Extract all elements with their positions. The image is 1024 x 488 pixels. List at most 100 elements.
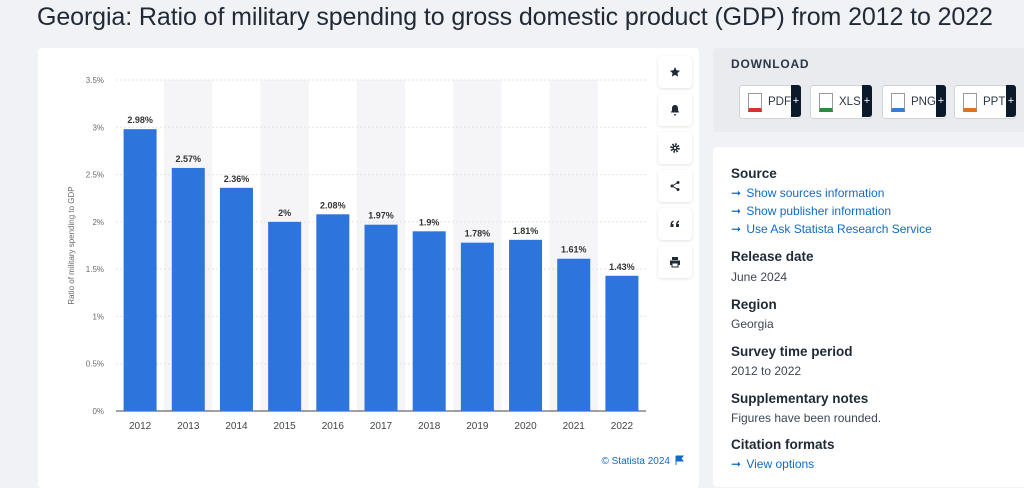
- download-title: DOWNLOAD: [731, 57, 810, 71]
- download-png-button[interactable]: PNG +: [882, 85, 946, 119]
- data-label-2018: 1.9%: [419, 217, 440, 227]
- y-tick-label: 3.5%: [86, 76, 104, 85]
- download-png-label: PNG: [911, 96, 936, 108]
- bar-2021: [557, 258, 591, 411]
- x-tick-label-2022: 2022: [611, 421, 634, 432]
- download-pdf-label: PDF: [768, 96, 791, 108]
- x-tick-label-2021: 2021: [563, 421, 586, 432]
- show-sources-label: Show sources information: [746, 186, 885, 200]
- xls-file-icon: [819, 92, 833, 112]
- data-label-2020: 1.81%: [513, 226, 539, 236]
- x-tick-label-2018: 2018: [418, 421, 441, 432]
- y-tick-label: 0.5%: [86, 360, 104, 369]
- show-sources-link[interactable]: ➞ Show sources information: [731, 186, 884, 200]
- bar-2016: [316, 214, 350, 411]
- region-heading: Region: [731, 297, 777, 312]
- bell-icon: [671, 105, 679, 116]
- y-tick-label: 2.5%: [86, 171, 104, 180]
- region-value: Georgia: [731, 317, 774, 331]
- source-heading: Source: [731, 166, 777, 181]
- gear-icon: [670, 143, 680, 153]
- y-tick-label: 1.5%: [86, 265, 104, 274]
- arrow-right-icon: ➞: [731, 457, 742, 471]
- page-title: Georgia: Ratio of military spending to g…: [37, 3, 993, 31]
- arrow-right-icon: ➞: [731, 222, 742, 236]
- download-xls-label: XLS: [839, 96, 861, 108]
- cite-button[interactable]: [658, 208, 692, 240]
- notification-button[interactable]: [658, 94, 692, 126]
- share-button[interactable]: [658, 170, 692, 202]
- quote-icon: [670, 220, 679, 227]
- release-value: June 2024: [731, 270, 788, 284]
- flag-icon: [675, 455, 685, 465]
- notes-value: Figures have been rounded.: [731, 411, 882, 425]
- bar-2017: [364, 224, 398, 411]
- data-label-2019: 1.78%: [465, 229, 491, 239]
- download-panel: DOWNLOAD PDF + XLS + PNG + PPT +: [713, 48, 1024, 132]
- bar-2018: [412, 231, 446, 411]
- settings-button[interactable]: [658, 132, 692, 164]
- view-options-label: View options: [746, 457, 815, 471]
- x-tick-label-2016: 2016: [322, 421, 345, 432]
- x-tick-label-2019: 2019: [466, 421, 489, 432]
- citation-heading: Citation formats: [731, 437, 835, 452]
- plus-icon: +: [791, 85, 801, 117]
- bar-2013: [171, 167, 205, 411]
- x-tick-label-2013: 2013: [177, 421, 200, 432]
- x-tick-label-2012: 2012: [129, 421, 152, 432]
- info-panel: Source ➞ Show sources information ➞ Show…: [713, 147, 1024, 487]
- bar-2020: [509, 239, 543, 411]
- statista-credit: © Statista 2024: [601, 456, 670, 467]
- print-icon: [670, 257, 680, 268]
- y-tick-label: 3%: [92, 123, 104, 132]
- favorite-button[interactable]: [658, 56, 692, 88]
- data-label-2013: 2.57%: [176, 154, 202, 164]
- print-button[interactable]: [658, 246, 692, 278]
- plus-icon: +: [936, 85, 946, 117]
- arrow-right-icon: ➞: [731, 186, 742, 200]
- data-label-2022: 1.43%: [609, 262, 635, 272]
- chart-toolbar: [658, 56, 694, 284]
- show-publisher-link[interactable]: ➞ Show publisher information: [731, 204, 891, 218]
- x-tick-label-2020: 2020: [514, 421, 537, 432]
- data-label-2021: 1.61%: [561, 245, 587, 255]
- x-tick-label-2014: 2014: [225, 421, 248, 432]
- download-ppt-label: PPT: [983, 96, 1006, 108]
- data-label-2016: 2.08%: [320, 200, 346, 210]
- arrow-right-icon: ➞: [731, 204, 742, 218]
- survey-value: 2012 to 2022: [731, 364, 802, 378]
- data-label-2012: 2.98%: [127, 115, 153, 125]
- notes-heading: Supplementary notes: [731, 391, 869, 406]
- y-axis-title: Ratio of military spending to GDP: [67, 186, 76, 304]
- bar-chart: 0% 0.5% 1% 1.5% 2% 2.5% 3% 3.5% Ratio of militar…: [67, 76, 685, 467]
- download-pdf-button[interactable]: PDF +: [739, 85, 801, 119]
- ask-research-label: Use Ask Statista Research Service: [746, 222, 932, 236]
- ppt-file-icon: [963, 92, 977, 112]
- x-tick-label-2015: 2015: [274, 421, 297, 432]
- release-heading: Release date: [731, 249, 814, 264]
- share-icon: [670, 181, 680, 191]
- y-tick-label: 1%: [92, 312, 104, 321]
- bar-2022: [605, 275, 639, 411]
- chart-card: 0% 0.5% 1% 1.5% 2% 2.5% 3% 3.5% Ratio of militar…: [38, 48, 699, 488]
- plus-icon: +: [1006, 85, 1016, 117]
- bar-2014: [219, 187, 253, 411]
- ask-research-link[interactable]: ➞ Use Ask Statista Research Service: [731, 222, 932, 236]
- y-tick-label: 2%: [92, 218, 104, 227]
- bar-2012: [123, 129, 157, 412]
- data-label-2015: 2%: [278, 208, 291, 218]
- download-ppt-button[interactable]: PPT +: [954, 85, 1016, 119]
- download-xls-button[interactable]: XLS +: [810, 85, 872, 119]
- view-options-link[interactable]: ➞ View options: [731, 457, 814, 471]
- star-icon: [670, 67, 680, 77]
- y-tick-label: 0%: [92, 407, 104, 416]
- plus-icon: +: [862, 85, 872, 117]
- survey-heading: Survey time period: [731, 344, 853, 359]
- bar-2015: [268, 221, 302, 411]
- pdf-file-icon: [748, 92, 762, 112]
- x-tick-label-2017: 2017: [370, 421, 393, 432]
- bar-2019: [460, 242, 494, 411]
- data-label-2017: 1.97%: [368, 211, 394, 221]
- data-label-2014: 2.36%: [224, 174, 250, 184]
- png-file-icon: [891, 92, 905, 112]
